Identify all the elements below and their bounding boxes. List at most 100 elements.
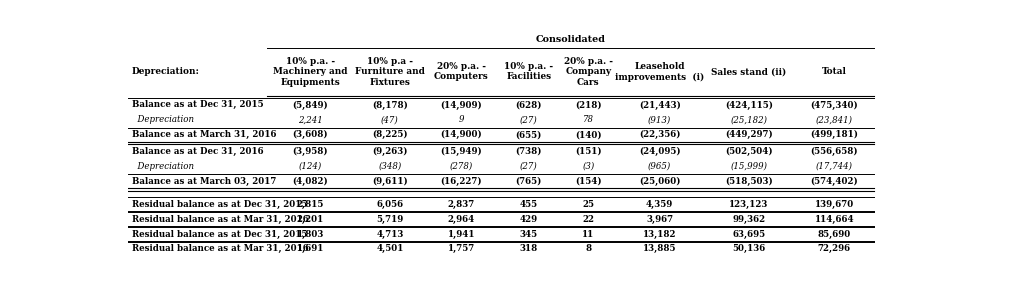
- Text: (4,082): (4,082): [293, 176, 329, 186]
- Text: 9: 9: [459, 116, 464, 124]
- Text: 6,056: 6,056: [377, 200, 403, 208]
- Text: (15,999): (15,999): [730, 162, 768, 171]
- Text: (47): (47): [381, 116, 398, 124]
- Text: 5,719: 5,719: [376, 214, 403, 224]
- Text: (25,182): (25,182): [730, 116, 768, 124]
- Text: (965): (965): [648, 162, 672, 171]
- Text: (124): (124): [299, 162, 323, 171]
- Text: 78: 78: [583, 116, 594, 124]
- Text: Depreciation:: Depreciation:: [132, 67, 200, 76]
- Text: (151): (151): [574, 147, 602, 156]
- Text: 22: 22: [583, 214, 594, 224]
- Text: (9,263): (9,263): [372, 147, 408, 156]
- Text: (278): (278): [450, 162, 473, 171]
- Text: (5,849): (5,849): [293, 100, 329, 110]
- Text: (17,744): (17,744): [816, 162, 853, 171]
- Text: 429: 429: [520, 214, 538, 224]
- Text: Total: Total: [822, 67, 847, 76]
- Text: 318: 318: [519, 245, 538, 253]
- Text: Leasehold
improvements  (i): Leasehold improvements (i): [615, 62, 705, 82]
- Text: (8,225): (8,225): [372, 130, 408, 140]
- Text: 99,362: 99,362: [732, 214, 766, 224]
- Text: (655): (655): [515, 130, 542, 139]
- Text: (3,608): (3,608): [293, 130, 329, 140]
- Text: Balance as at Dec 31, 2016: Balance as at Dec 31, 2016: [132, 147, 263, 156]
- Text: 63,695: 63,695: [732, 229, 766, 239]
- Text: 2,964: 2,964: [447, 214, 475, 224]
- Text: 8: 8: [586, 245, 591, 253]
- Text: 1,691: 1,691: [297, 245, 325, 253]
- Text: Balance as at March 03, 2017: Balance as at March 03, 2017: [132, 177, 276, 186]
- Text: Consolidated: Consolidated: [536, 35, 605, 44]
- Text: 85,690: 85,690: [818, 229, 851, 239]
- Text: 455: 455: [520, 200, 538, 208]
- Text: 13,182: 13,182: [643, 229, 677, 239]
- Text: 20% p.a. -
Computers: 20% p.a. - Computers: [434, 62, 488, 82]
- Text: 72,296: 72,296: [818, 245, 851, 253]
- Text: (218): (218): [574, 100, 602, 110]
- Text: (16,227): (16,227): [440, 176, 482, 186]
- Text: (23,841): (23,841): [816, 116, 853, 124]
- Text: (738): (738): [515, 147, 542, 156]
- Text: Residual balance as at Dec 31, 2015: Residual balance as at Dec 31, 2015: [132, 200, 307, 208]
- Text: 139,670: 139,670: [815, 200, 854, 208]
- Text: 3,967: 3,967: [646, 214, 673, 224]
- Text: (3): (3): [583, 162, 594, 171]
- Text: 1,941: 1,941: [447, 229, 475, 239]
- Text: (449,297): (449,297): [725, 130, 773, 140]
- Text: 123,123: 123,123: [729, 200, 769, 208]
- Text: (22,356): (22,356): [639, 130, 681, 140]
- Text: 345: 345: [520, 230, 538, 239]
- Text: 4,713: 4,713: [376, 229, 403, 239]
- Text: (15,949): (15,949): [440, 147, 482, 156]
- Text: 10% p.a. -
Facilities: 10% p.a. - Facilities: [504, 62, 553, 82]
- Text: (140): (140): [574, 130, 602, 139]
- Text: 2,815: 2,815: [297, 200, 325, 208]
- Text: 25: 25: [583, 200, 594, 208]
- Text: 10% p.a. -
Machinery and
Equipments: 10% p.a. - Machinery and Equipments: [273, 57, 348, 87]
- Text: Balance as at March 31, 2016: Balance as at March 31, 2016: [132, 130, 276, 139]
- Text: 2,241: 2,241: [298, 116, 323, 124]
- Text: Residual balance as at Mar 31, 2016: Residual balance as at Mar 31, 2016: [132, 245, 308, 253]
- Text: 1,757: 1,757: [447, 245, 475, 253]
- Text: Depreciation: Depreciation: [132, 116, 194, 124]
- Text: (628): (628): [515, 100, 542, 110]
- Text: (9,611): (9,611): [372, 176, 408, 186]
- Text: Depreciation: Depreciation: [132, 162, 194, 171]
- Text: 4,359: 4,359: [646, 200, 674, 208]
- Text: (25,060): (25,060): [639, 176, 681, 186]
- Text: 4,501: 4,501: [376, 245, 403, 253]
- Text: Residual balance as at Mar 31, 2016: Residual balance as at Mar 31, 2016: [132, 214, 308, 224]
- Text: (14,900): (14,900): [440, 130, 482, 140]
- Text: Balance as at Dec 31, 2015: Balance as at Dec 31, 2015: [132, 100, 263, 110]
- Text: 50,136: 50,136: [732, 245, 766, 253]
- Text: (27): (27): [520, 116, 538, 124]
- Text: (24,095): (24,095): [639, 147, 681, 156]
- Text: (475,340): (475,340): [810, 100, 858, 110]
- Text: 11: 11: [583, 230, 594, 239]
- Text: 1,803: 1,803: [297, 229, 325, 239]
- Text: 114,664: 114,664: [814, 214, 854, 224]
- Text: (27): (27): [520, 162, 538, 171]
- Text: Residual balance as at Dec 31, 2015: Residual balance as at Dec 31, 2015: [132, 229, 307, 239]
- Text: (913): (913): [648, 116, 672, 124]
- Text: Sales stand (ii): Sales stand (ii): [712, 67, 786, 76]
- Text: 20% p.a. -
Company
Cars: 20% p.a. - Company Cars: [564, 57, 612, 87]
- Text: (765): (765): [515, 177, 542, 186]
- Text: 13,885: 13,885: [643, 245, 677, 253]
- Text: (14,909): (14,909): [440, 100, 482, 110]
- Text: (348): (348): [378, 162, 401, 171]
- Text: (556,658): (556,658): [810, 147, 858, 156]
- Text: (3,958): (3,958): [293, 147, 329, 156]
- Text: (518,503): (518,503): [725, 176, 773, 186]
- Text: 2,201: 2,201: [297, 214, 325, 224]
- Text: (574,402): (574,402): [810, 176, 858, 186]
- Text: 10% p.a -
Furniture and
Fixtures: 10% p.a - Furniture and Fixtures: [355, 57, 425, 87]
- Text: (21,443): (21,443): [639, 100, 681, 110]
- Text: (154): (154): [574, 177, 602, 186]
- Text: 2,837: 2,837: [447, 200, 475, 208]
- Text: (8,178): (8,178): [372, 100, 408, 110]
- Text: (502,504): (502,504): [725, 147, 773, 156]
- Text: (424,115): (424,115): [725, 100, 773, 110]
- Text: (499,181): (499,181): [810, 130, 858, 140]
